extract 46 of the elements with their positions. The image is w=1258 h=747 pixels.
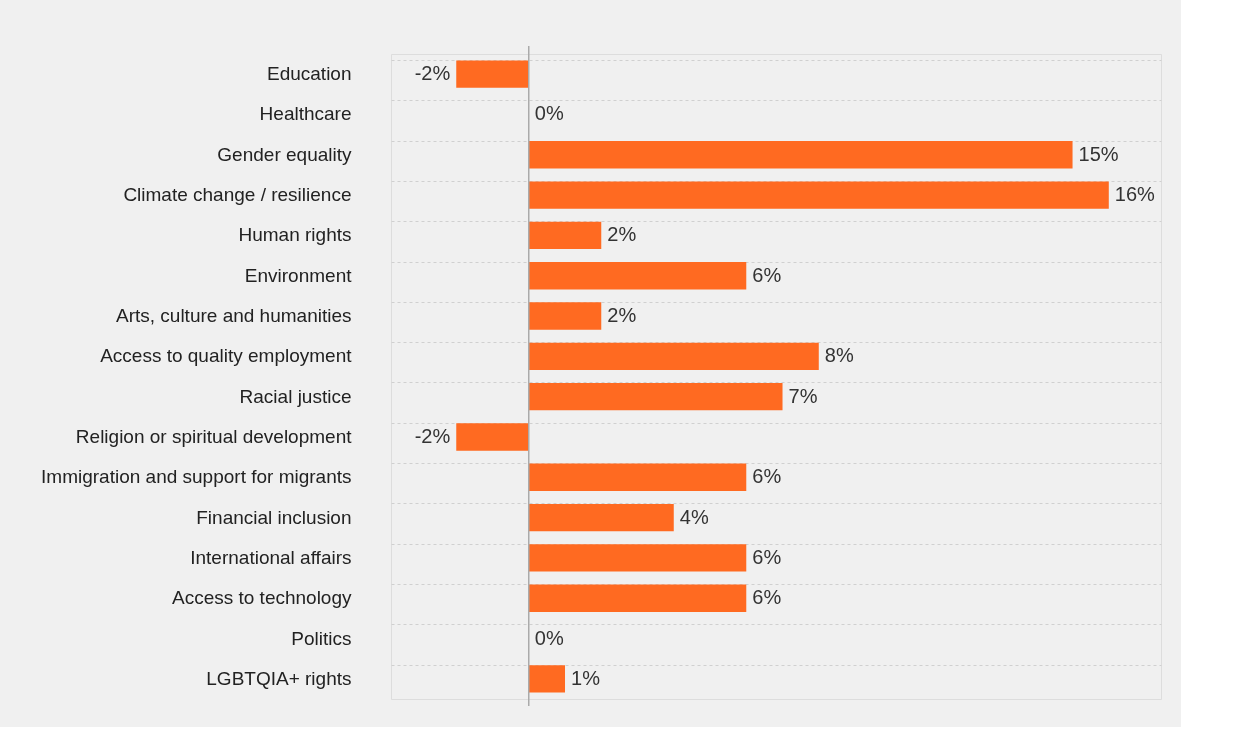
y-tick-label: International affairs: [190, 546, 352, 568]
data-label: 7%: [788, 384, 818, 407]
data-label: 6%: [752, 465, 782, 488]
bar: [528, 382, 783, 411]
y-tick-label: Access to quality employment: [100, 345, 353, 367]
y-tick-label: Climate change / resilience: [123, 184, 352, 206]
data-label: 6%: [752, 545, 782, 568]
data-label: -2%: [414, 62, 451, 85]
y-tick-label: Racial justice: [239, 385, 352, 407]
data-label: 4%: [679, 505, 709, 528]
y-tick-label: Religion or spiritual development: [75, 425, 353, 447]
bar: [528, 544, 747, 572]
y-tick-label: Environment: [244, 264, 353, 286]
data-label: 6%: [752, 586, 782, 609]
data-label: 2%: [607, 304, 637, 327]
bar: [456, 60, 529, 88]
data-label: 8%: [824, 344, 854, 367]
bar: [528, 463, 747, 491]
y-tick-label: Healthcare: [259, 103, 352, 125]
bar: [528, 503, 674, 532]
data-label: 0%: [534, 626, 564, 649]
y-tick-label: Human rights: [238, 224, 352, 246]
bar: [528, 262, 747, 290]
bar: [528, 665, 566, 693]
data-label: 16%: [1114, 183, 1156, 206]
y-tick-label: Education: [266, 63, 352, 85]
y-tick-label: Immigration and support for migrants: [41, 466, 352, 488]
data-label: 6%: [752, 263, 782, 286]
y-tick-label: LGBTQIA+ rights: [206, 667, 352, 689]
bar: [528, 302, 602, 330]
bar: [528, 221, 602, 250]
bar: [528, 342, 819, 371]
y-tick-label: Gender equality: [217, 143, 352, 165]
y-tick-label: Arts, culture and humanities: [115, 305, 352, 327]
data-label: 1%: [571, 666, 601, 689]
y-tick-label: Politics: [291, 627, 352, 649]
data-label: -2%: [414, 424, 451, 447]
y-tick-label: Financial inclusion: [196, 506, 352, 528]
bar: [456, 423, 529, 451]
bar: [528, 181, 1109, 209]
bar: [528, 141, 1073, 169]
data-label: 2%: [607, 223, 637, 246]
data-label: 15%: [1078, 142, 1119, 165]
y-tick-label: Access to technology: [171, 587, 352, 609]
bar: [528, 584, 747, 612]
data-label: 0%: [534, 102, 564, 125]
